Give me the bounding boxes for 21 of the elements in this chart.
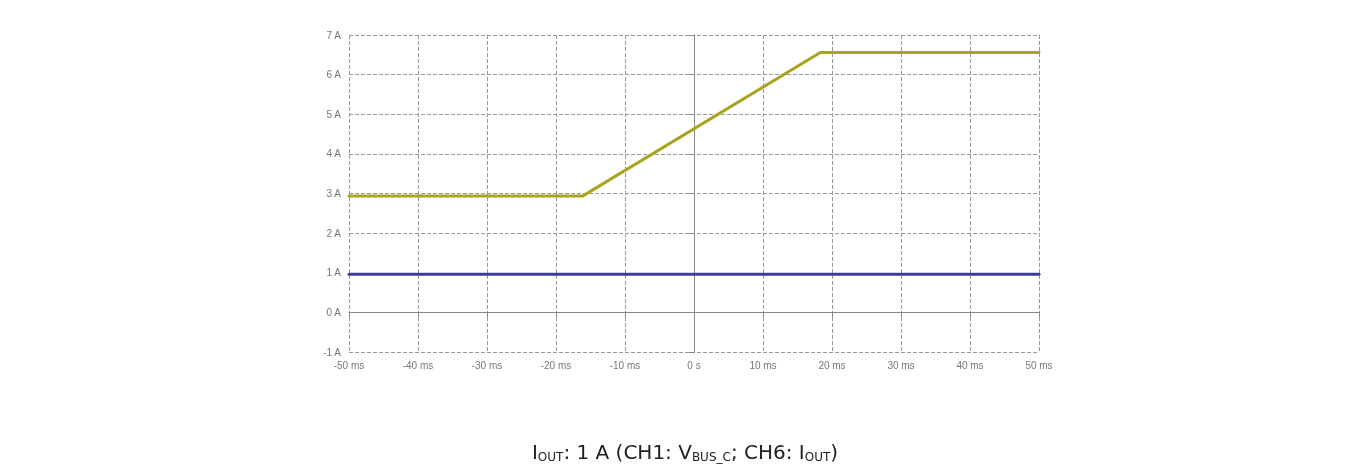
text: IOUT: 1 A (CH1: VBUS_C; CH6: IOUT) [531, 440, 839, 464]
y-tick-label: 1 A [326, 267, 342, 279]
y-tick-label: 0 A [326, 306, 342, 318]
x-tick-label: 20 ms [818, 359, 846, 371]
y-tick-label: 4 A [326, 148, 342, 160]
y-tick-label: 3 A [326, 188, 342, 199]
x-tick-label: -10 ms [609, 359, 641, 371]
x-tick-label: -50 ms [333, 359, 365, 371]
y-tick-label: 2 A [326, 227, 342, 239]
x-tick-label: 50 ms [1025, 359, 1053, 371]
y-tick-label: 7 A [326, 29, 342, 41]
x-tick-label: 10 ms [749, 359, 777, 371]
x-tick-label: 0 s [687, 359, 701, 371]
x-tick-label: -30 ms [471, 359, 503, 371]
x-tick-label: -20 ms [540, 359, 572, 371]
y-tick-label: -1 A [323, 346, 342, 358]
x-tick-label: -40 ms [402, 359, 434, 371]
x-tick-label: 40 ms [956, 359, 984, 371]
x-tick-label: 30 ms [887, 359, 915, 371]
y-tick-label: 5 A [326, 108, 342, 120]
y-tick-label: 6 A [326, 69, 342, 81]
